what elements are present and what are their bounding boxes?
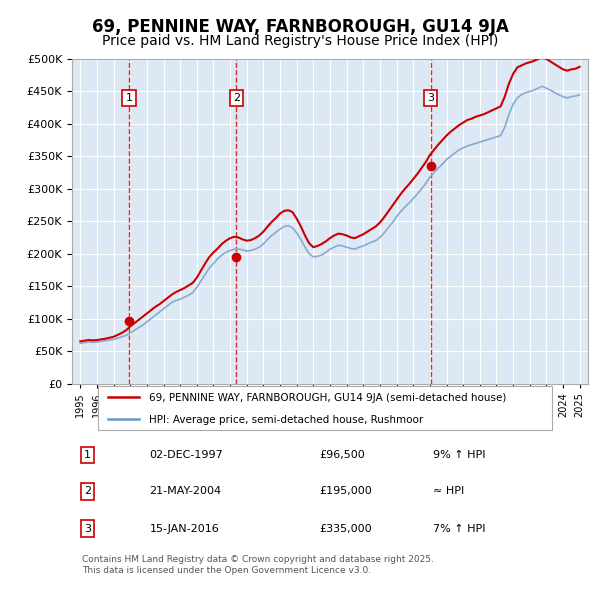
Text: 69, PENNINE WAY, FARNBOROUGH, GU14 9JA: 69, PENNINE WAY, FARNBOROUGH, GU14 9JA xyxy=(92,18,508,35)
Text: 9% ↑ HPI: 9% ↑ HPI xyxy=(433,450,486,460)
Text: £96,500: £96,500 xyxy=(320,450,365,460)
Text: HPI: Average price, semi-detached house, Rushmoor: HPI: Average price, semi-detached house,… xyxy=(149,415,424,425)
Text: 1: 1 xyxy=(84,450,91,460)
Text: 2: 2 xyxy=(233,93,240,103)
Text: 15-JAN-2016: 15-JAN-2016 xyxy=(149,524,219,534)
Text: 21-MAY-2004: 21-MAY-2004 xyxy=(149,486,221,496)
Text: Contains HM Land Registry data © Crown copyright and database right 2025.
This d: Contains HM Land Registry data © Crown c… xyxy=(82,556,434,575)
Text: £195,000: £195,000 xyxy=(320,486,373,496)
Text: 02-DEC-1997: 02-DEC-1997 xyxy=(149,450,223,460)
Text: Price paid vs. HM Land Registry's House Price Index (HPI): Price paid vs. HM Land Registry's House … xyxy=(102,34,498,48)
Text: 7% ↑ HPI: 7% ↑ HPI xyxy=(433,524,486,534)
Text: 2: 2 xyxy=(84,486,91,496)
Text: 69, PENNINE WAY, FARNBOROUGH, GU14 9JA (semi-detached house): 69, PENNINE WAY, FARNBOROUGH, GU14 9JA (… xyxy=(149,393,507,403)
Text: 3: 3 xyxy=(427,93,434,103)
Text: 1: 1 xyxy=(125,93,133,103)
Text: £335,000: £335,000 xyxy=(320,524,373,534)
Text: ≈ HPI: ≈ HPI xyxy=(433,486,464,496)
Text: 3: 3 xyxy=(84,524,91,534)
FancyBboxPatch shape xyxy=(98,386,552,430)
